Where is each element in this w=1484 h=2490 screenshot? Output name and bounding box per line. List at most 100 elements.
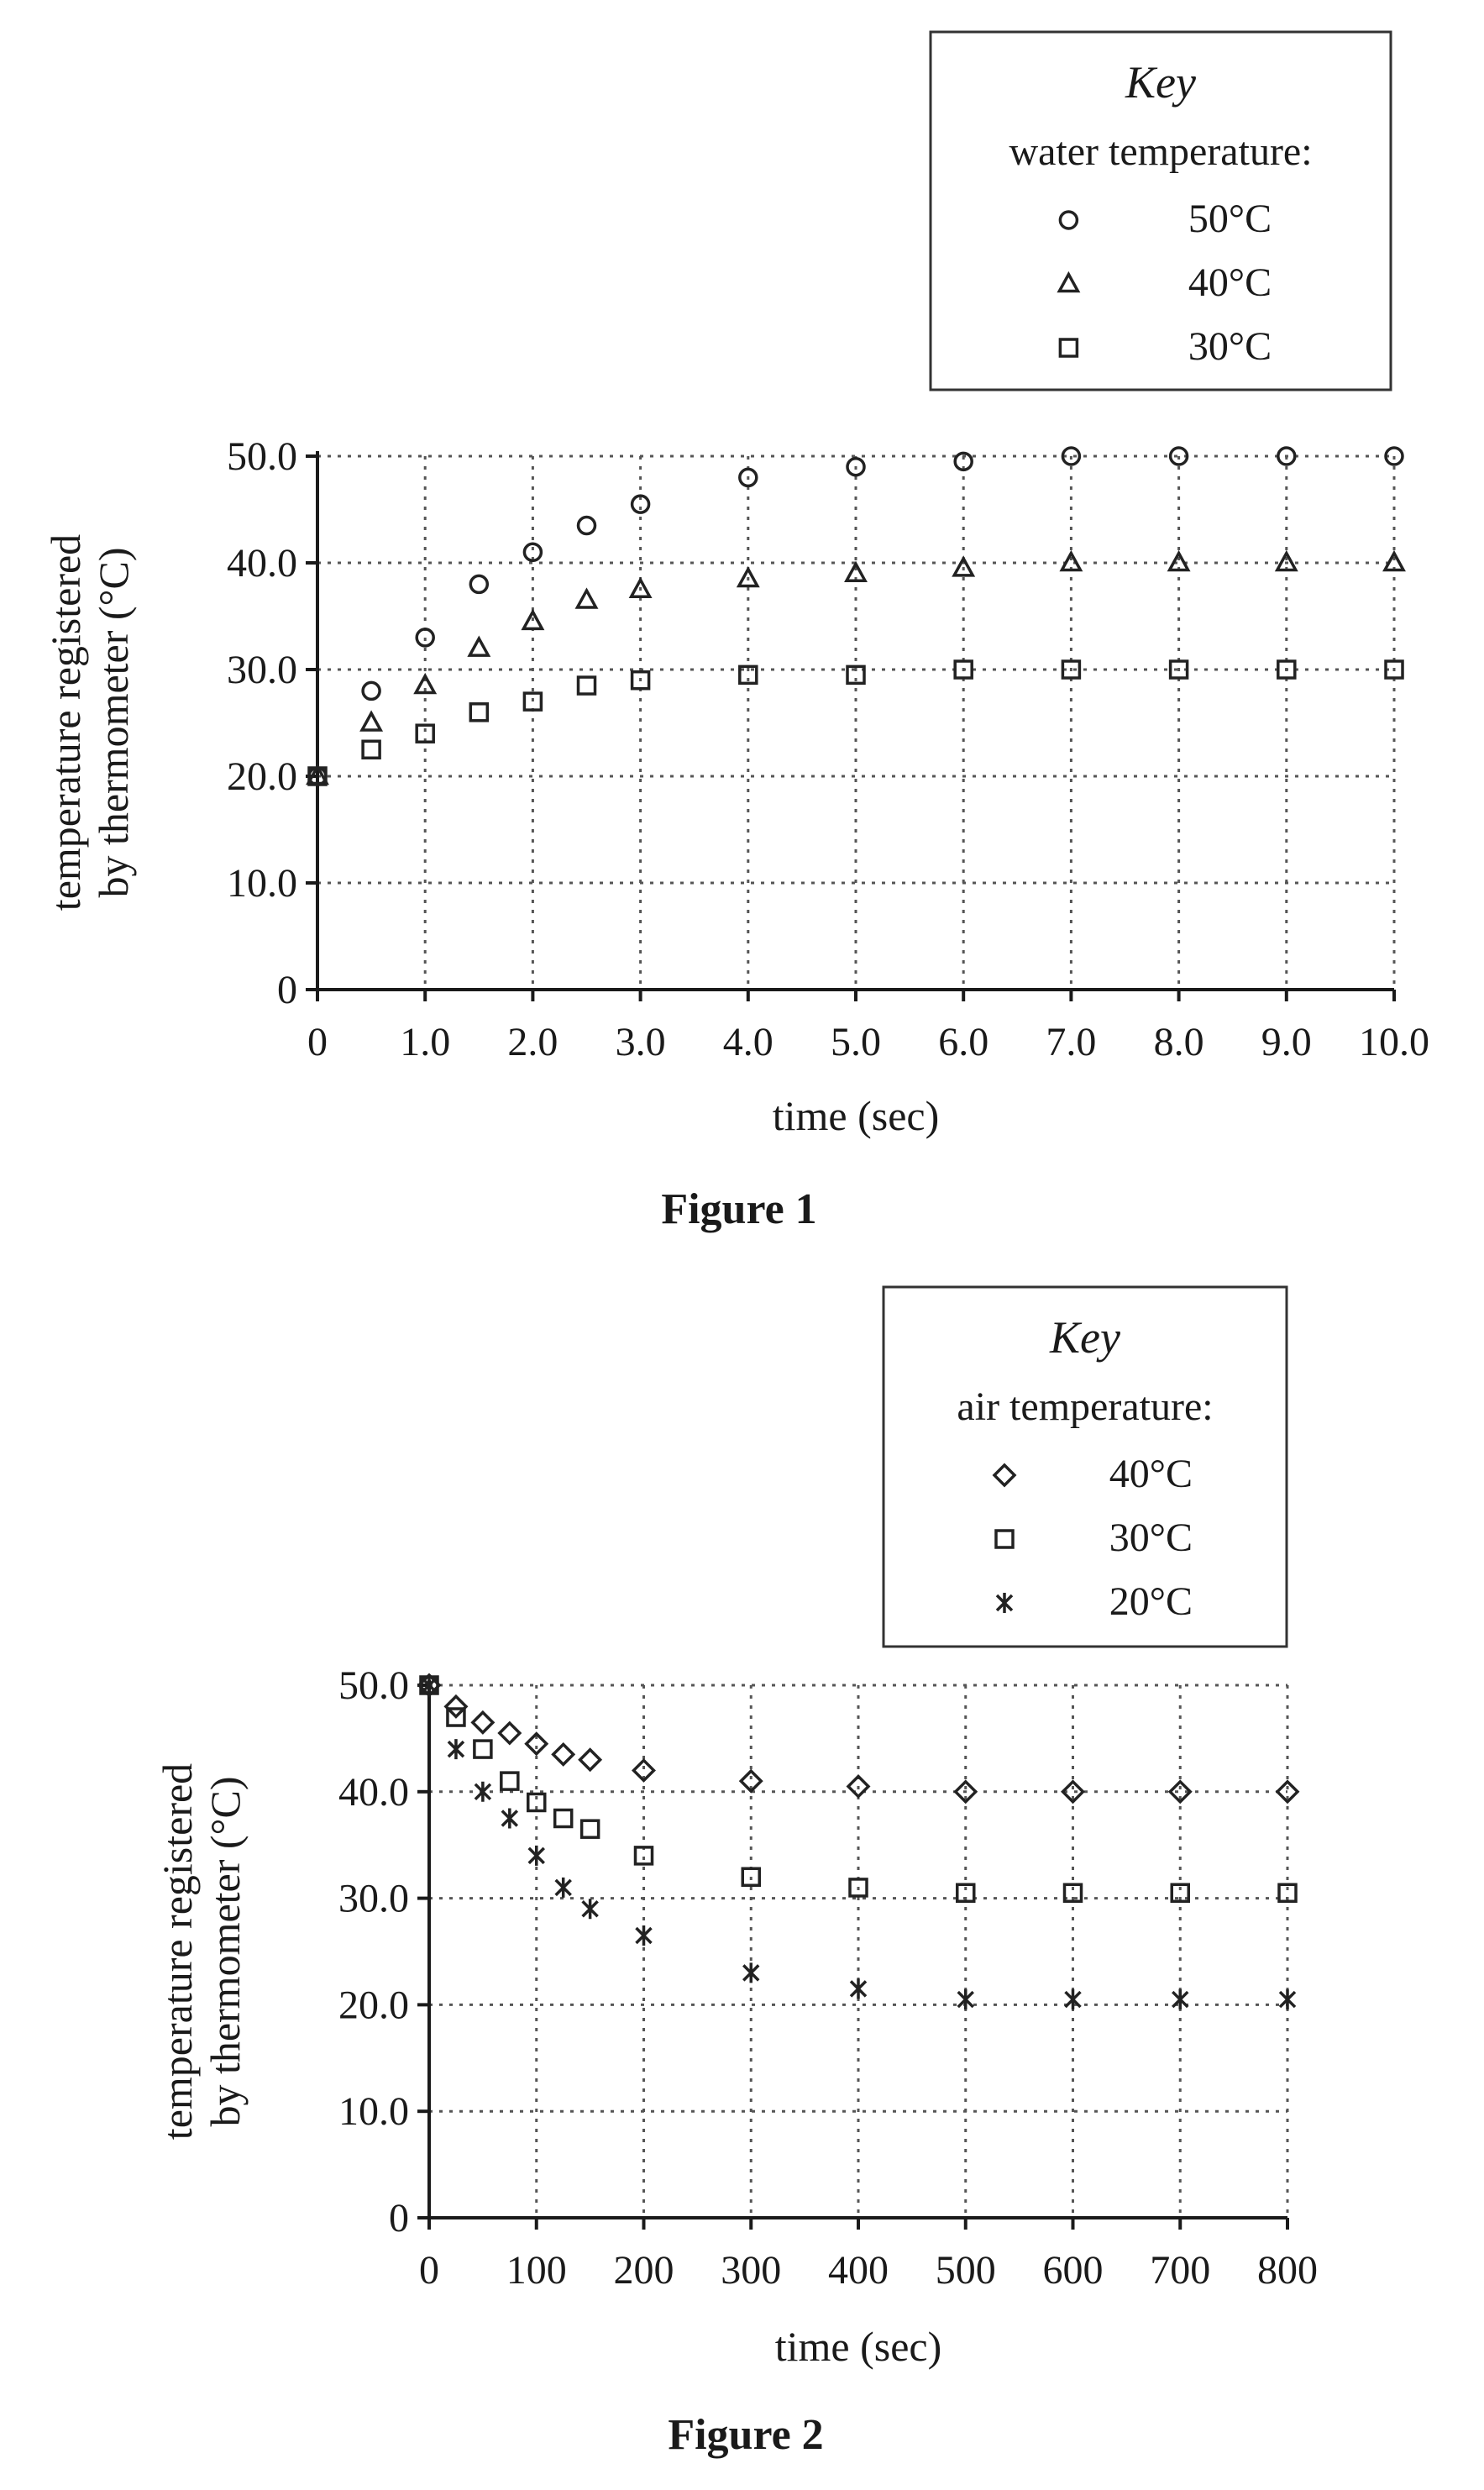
- data-point: [630, 494, 651, 514]
- x-tick-label: 10.0: [1359, 1020, 1429, 1064]
- data-point: [628, 576, 653, 598]
- data-point-shape: [469, 574, 490, 595]
- data-point-shape: [581, 1899, 599, 1920]
- data-point-shape: [554, 1877, 572, 1898]
- legend-marker-shape: [1057, 271, 1081, 293]
- data-point-shape: [469, 702, 490, 722]
- data-point-shape: [497, 1720, 522, 1746]
- legend-label: 50°C: [1188, 197, 1272, 241]
- data-point-shape: [848, 1878, 868, 1898]
- data-point-shape: [736, 565, 760, 588]
- data-point: [420, 1675, 438, 1695]
- x-tick-label: 8.0: [1154, 1020, 1204, 1064]
- y-tick-label: 20.0: [227, 754, 297, 799]
- data-point: [527, 1845, 545, 1866]
- legend-key: Key air temperature: 40°C 30°C 20°C: [882, 1285, 1288, 1648]
- legend-marker: [992, 1463, 1017, 1488]
- data-point: [576, 675, 597, 696]
- legend-label: 40°C: [1188, 260, 1272, 305]
- data-point: [736, 565, 760, 588]
- data-point-shape: [361, 739, 381, 759]
- data-point-shape: [846, 665, 866, 686]
- data-point: [551, 1741, 576, 1767]
- data-point-shape: [1168, 659, 1189, 680]
- x-tick-label: 3.0: [616, 1020, 666, 1064]
- legend-marker: [995, 1593, 1014, 1613]
- x-axis-label: time (sec): [773, 1092, 940, 1139]
- figure-1: 0 1.0 2.0 3.0 4.0 5.0 6.0 7.0 8.0 9.0 10.0 0 10.0 20.…: [42, 30, 1429, 1233]
- legend-marker-shape: [1058, 338, 1079, 358]
- data-point-shape: [359, 710, 384, 732]
- data-point: [1168, 659, 1189, 680]
- data-point: [1384, 659, 1404, 680]
- figure-caption: Figure 1: [661, 1185, 816, 1233]
- y-axis-label: by thermometer (°C): [202, 1776, 249, 2126]
- data-point-shape: [1170, 1883, 1190, 1904]
- y-tick-label: 30.0: [227, 648, 297, 692]
- x-tick-label: 200: [614, 2248, 674, 2293]
- data-point-shape: [1061, 1779, 1085, 1804]
- x-tick-label: 0: [419, 2248, 439, 2293]
- data-point: [574, 587, 599, 609]
- x-tick-label: 500: [936, 2248, 996, 2293]
- legend-marker: [1057, 271, 1081, 293]
- legend-marker-shape: [994, 1529, 1015, 1549]
- data-point-shape: [413, 672, 438, 695]
- legend-title: Key: [1125, 57, 1196, 108]
- data-point: [522, 691, 543, 712]
- data-point: [501, 1808, 519, 1829]
- data-point-shape: [1061, 446, 1082, 466]
- data-point-shape: [553, 1808, 574, 1829]
- data-point-shape: [420, 1675, 438, 1695]
- data-point-shape: [1064, 1989, 1082, 2010]
- data-point-shape: [738, 665, 758, 686]
- legend-label: 30°C: [1109, 1516, 1193, 1560]
- data-point: [738, 467, 758, 488]
- data-point-shape: [521, 608, 545, 631]
- legend-marker: [994, 1529, 1015, 1549]
- data-point: [630, 670, 651, 691]
- data-point-shape: [952, 555, 976, 577]
- data-point: [1061, 659, 1082, 680]
- data-point: [1168, 446, 1189, 466]
- data-point: [524, 1731, 549, 1757]
- data-point-shape: [633, 1846, 654, 1866]
- data-point-shape: [447, 1739, 465, 1760]
- data-point: [844, 560, 868, 582]
- y-axis-label: temperature registered: [154, 1763, 201, 2140]
- data-point-shape: [527, 1792, 547, 1813]
- data-point: [1277, 659, 1297, 680]
- data-point-shape: [738, 1768, 763, 1794]
- data-point: [738, 1768, 763, 1794]
- data-point: [1167, 549, 1191, 572]
- data-point-shape: [953, 1779, 978, 1804]
- data-point-shape: [1168, 446, 1189, 466]
- data-point: [848, 1878, 868, 1898]
- data-point: [1059, 549, 1083, 572]
- data-point-shape: [415, 628, 435, 648]
- data-point: [469, 574, 490, 595]
- data-point-shape: [473, 1739, 493, 1759]
- series-diamond: [417, 1673, 1300, 1804]
- data-point: [956, 1883, 976, 1904]
- data-point: [741, 1867, 761, 1887]
- data-point-shape: [846, 1773, 871, 1799]
- x-tick-label: 0: [307, 1020, 328, 1064]
- data-point: [413, 672, 438, 695]
- data-point-shape: [957, 1989, 974, 2010]
- y-axis-label: by thermometer (°C): [90, 547, 137, 897]
- data-point: [470, 1710, 496, 1735]
- data-point: [846, 1773, 871, 1799]
- x-tick-label: 800: [1257, 2248, 1318, 2293]
- y-axis-label: temperature registered: [42, 534, 89, 911]
- data-point: [635, 1925, 653, 1946]
- data-point: [849, 1978, 868, 1999]
- series-star: [420, 1675, 1297, 2010]
- legend-marker-shape: [995, 1593, 1014, 1613]
- data-point-shape: [361, 680, 381, 701]
- data-point-shape: [474, 1781, 492, 1802]
- data-point-shape: [635, 1925, 653, 1946]
- data-point-shape: [956, 1883, 976, 1904]
- y-tick-label: 20.0: [338, 1983, 409, 2027]
- data-point-shape: [1167, 1779, 1193, 1804]
